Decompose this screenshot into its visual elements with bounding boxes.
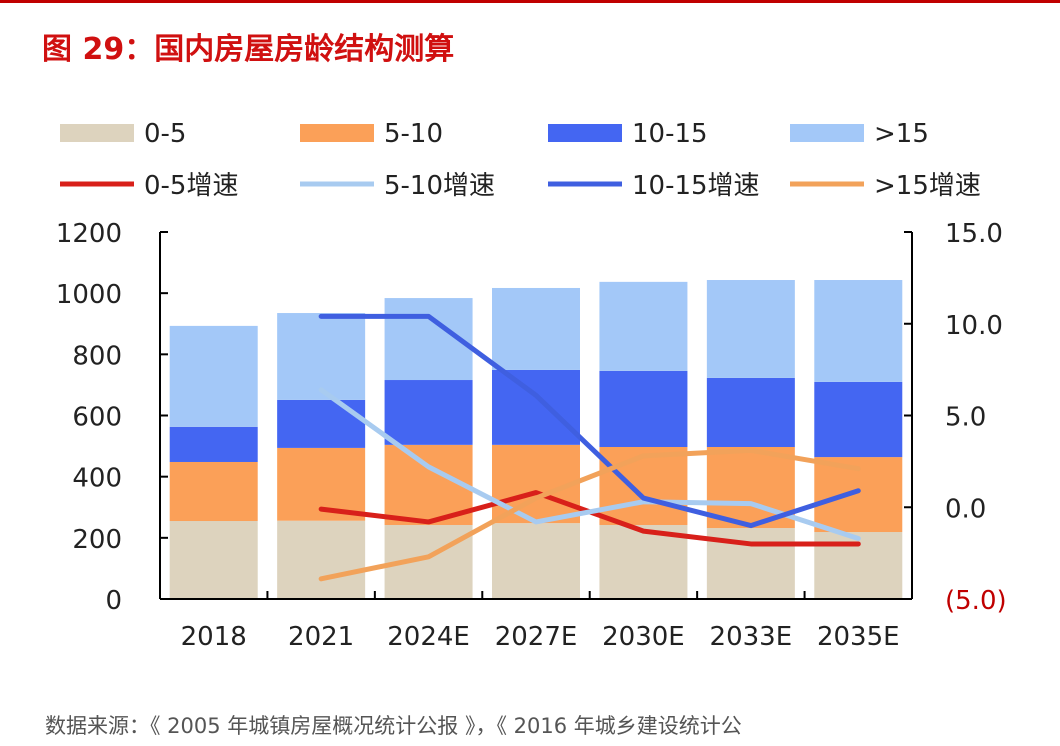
x-tick-label: 2035E [817,622,900,652]
legend-swatch-5-10 [300,124,374,142]
bar->15-2035E [814,280,903,382]
bar-10-15-2018 [169,426,258,462]
x-tick-label: 2027E [495,622,578,652]
bar-5-10-2018 [169,461,258,522]
y2-tick-label: 0.0 [945,494,986,524]
bar-10-15-2024E [384,380,473,445]
y-tick-label: 1200 [56,219,122,249]
x-tick-label: 2030E [602,622,685,652]
y2-tick-label: 5.0 [945,403,986,433]
bar->15-2018 [169,325,258,427]
bar->15-2030E [599,281,688,371]
x-tick-label: 2018 [181,622,247,652]
source-note: 数据来源：《 2005 年城镇房屋概况统计公报 》，《 2016 年城乡建设统计… [45,714,742,738]
y-tick-label: 600 [72,403,122,433]
y2-tick-label: (5.0) [945,586,1007,616]
top-rule [0,0,1060,3]
legend-label: 10-15 [632,119,708,149]
legend-swatch->15 [790,124,864,142]
y-tick-label: 400 [72,464,122,494]
line-10-15增速 [318,313,861,529]
bar-0-5-2030E [599,524,688,599]
legend-label: >15增速 [874,171,981,201]
bar-0-5-2021 [277,520,366,599]
legend-label: 10-15增速 [632,171,760,201]
x-tick-label: 2021 [288,622,354,652]
legend-label: 0-5 [144,119,186,149]
line-5-10增速 [318,387,861,541]
bar->15-2021 [277,313,366,400]
legend-swatch-0-5 [60,124,134,142]
y-tick-label: 1000 [56,280,122,310]
bar-10-15-2027E [492,369,580,445]
legend-swatch-10-15 [548,124,622,142]
y-tick-label: 200 [72,525,122,555]
y-tick-label: 0 [105,586,122,616]
bar-0-5-2027E [492,523,580,599]
legend-label: 5-10增速 [384,171,495,201]
legend-label: 5-10 [384,119,443,149]
x-tick-label: 2033E [710,622,793,652]
y2-tick-label: 15.0 [945,219,1003,249]
legend-label: >15 [874,119,929,149]
bar->15-2033E [706,280,795,378]
line->15增速 [318,447,861,582]
bar->15-2027E [492,287,580,370]
figure-title: 图 29：国内房屋房龄结构测算 [42,32,455,67]
bar-10-15-2030E [599,370,688,448]
legend-label: 0-5增速 [144,171,238,201]
y-tick-label: 800 [72,341,122,371]
bar-5-10-2030E [599,447,688,525]
y2-tick-label: 10.0 [945,311,1003,341]
bar-10-15-2033E [706,377,795,448]
bar-10-15-2035E [814,381,903,458]
bar-10-15-2021 [277,399,366,448]
x-tick-label: 2024E [387,622,470,652]
bar-0-5-2018 [169,521,258,599]
